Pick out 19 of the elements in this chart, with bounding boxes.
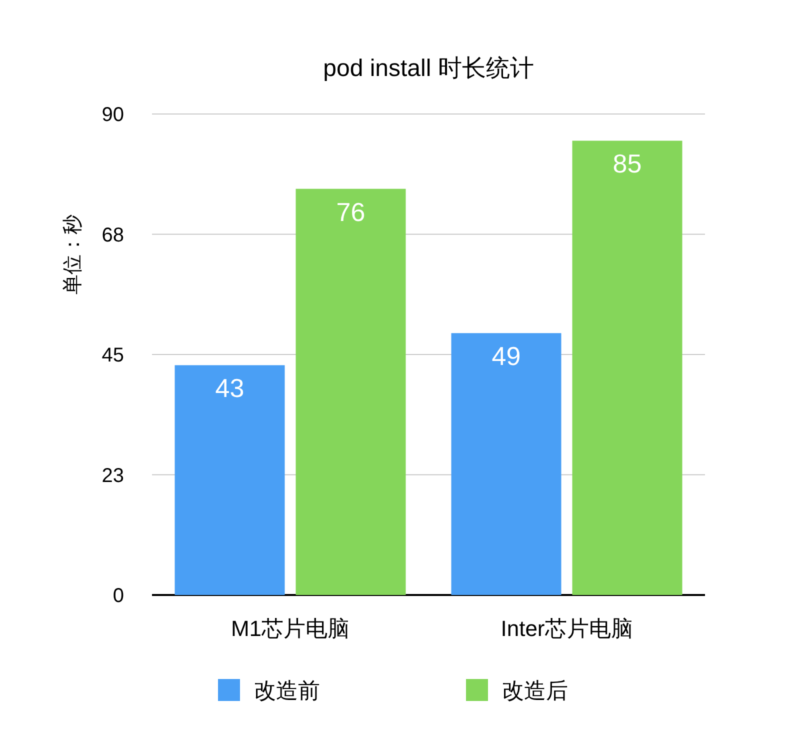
data-label: 76 [336,196,366,227]
y-tick-label: 23 [102,464,124,487]
y-axis-title: 单位：秒 [62,214,84,294]
legend-label: 改造后 [502,678,568,703]
y-tick-label: 68 [102,224,124,246]
chart-title: pod install 时长统计 [323,55,534,82]
data-label: 85 [612,148,642,179]
data-label: 43 [215,373,244,404]
legend-label: 改造前 [254,678,320,703]
y-tick-label: 0 [112,585,124,607]
y-tick-label: 90 [102,104,124,126]
bar [572,140,682,595]
bar [296,188,406,595]
y-tick-label: 45 [102,344,124,366]
x-tick-label: Inter芯片电脑 [500,616,633,641]
x-tick-label: M1芯片电脑 [230,616,350,641]
data-label: 49 [492,341,521,372]
bar [451,333,562,595]
bar [174,365,285,595]
